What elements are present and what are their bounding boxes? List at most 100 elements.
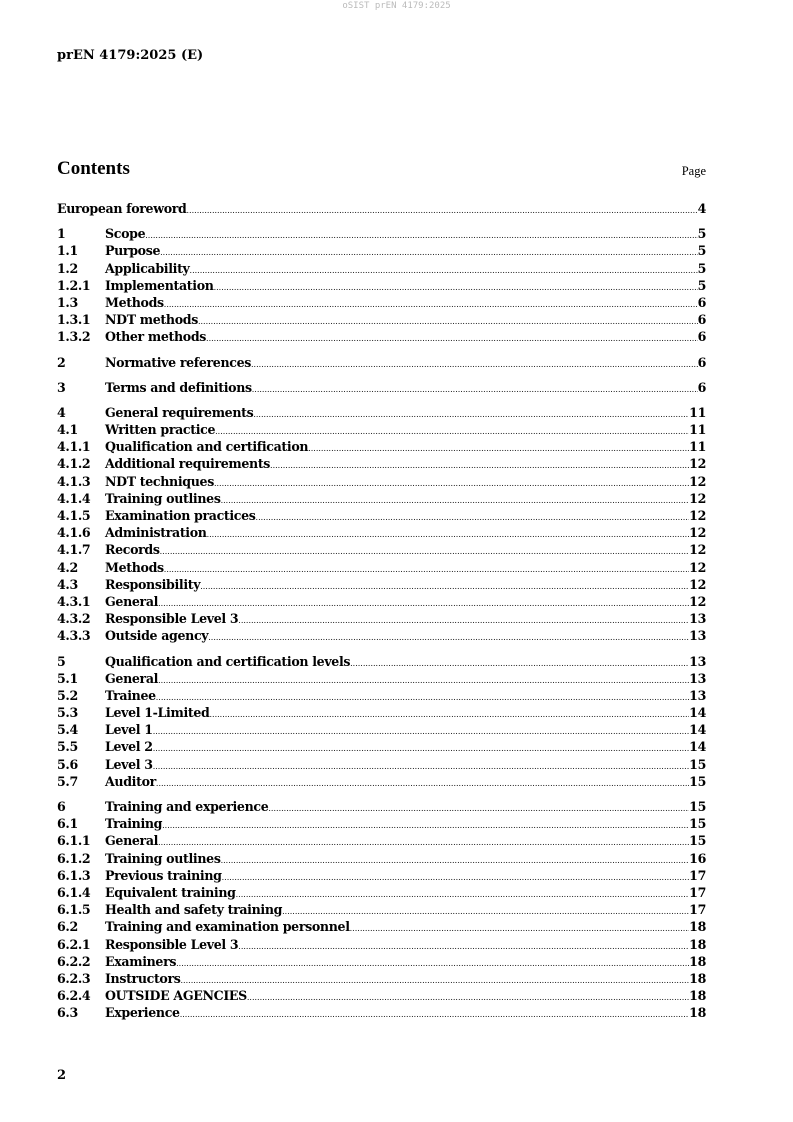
toc-entry-page: 17: [689, 867, 706, 883]
toc-entry-page: 15: [689, 816, 706, 832]
toc-entry[interactable]: 6.2.2 Examiners 18: [57, 954, 706, 971]
toc-entry[interactable]: 6.1.5 Health and safety training 17: [57, 902, 706, 919]
toc-leader-dots: [350, 924, 690, 933]
toc-entry[interactable]: 6.1.2 Training outlines 16: [57, 851, 706, 868]
toc-entry[interactable]: 4.1.7 Records 12: [57, 542, 706, 559]
toc-leader-dots: [158, 676, 689, 685]
toc-entry[interactable]: 3 Terms and definitions 6: [57, 380, 706, 397]
toc-entry[interactable]: 2 Normative references 6: [57, 355, 706, 372]
toc-entry[interactable]: 1.2 Applicability 5: [57, 261, 706, 278]
toc-leader-dots: [238, 616, 689, 625]
toc-entry[interactable]: 4 General requirements 11: [57, 405, 706, 422]
toc-entry[interactable]: 6.3 Experience 18: [57, 1005, 706, 1022]
toc-entry-page: 18: [689, 970, 706, 986]
toc-entry[interactable]: 6.2 Training and examination personnel 18: [57, 919, 706, 936]
toc-entry-title: NDT methods: [105, 312, 198, 328]
toc-entry[interactable]: 5.2 Trainee 13: [57, 688, 706, 705]
toc-entry[interactable]: 6.1 Training 15: [57, 816, 706, 833]
toc-entry-page: 18: [689, 1005, 706, 1021]
toc-entry[interactable]: 4.3.2 Responsible Level 3 13: [57, 611, 706, 628]
toc-leader-dots: [180, 1010, 689, 1019]
toc-entry[interactable]: 4.3.1 General 12: [57, 594, 706, 611]
toc-entry-page: 18: [689, 936, 706, 952]
toc-entry-number: 6.1.2: [57, 850, 91, 866]
toc-entry[interactable]: 1.3 Methods 6: [57, 295, 706, 312]
toc-entry-number: 1.3: [57, 294, 78, 310]
toc-entry[interactable]: 1.2.1 Implementation 5: [57, 278, 706, 295]
toc-entry-title: Scope: [105, 226, 146, 242]
toc-entry-page: 13: [689, 628, 706, 644]
toc-entry[interactable]: 6.2.4 OUTSIDE AGENCIES 18: [57, 988, 706, 1005]
toc-entry[interactable]: 1.3.2 Other methods 6: [57, 329, 706, 346]
toc-entry[interactable]: 4.1.3 NDT techniques 12: [57, 474, 706, 491]
toc-entry-number: 5.3: [57, 705, 78, 721]
toc-entry[interactable]: 5.5 Level 2 14: [57, 739, 706, 756]
toc-leader-dots: [164, 300, 698, 309]
toc-entry[interactable]: 4.1.5 Examination practices 12: [57, 508, 706, 525]
toc-entry-title: Auditor: [105, 773, 156, 789]
toc-entry[interactable]: 5.4 Level 1 14: [57, 722, 706, 739]
toc-entry-page: 11: [689, 422, 706, 438]
toc-entry-page: 16: [689, 850, 706, 866]
toc-entry[interactable]: 6 Training and experience 15: [57, 799, 706, 816]
toc-entry-title: Examiners: [105, 953, 177, 969]
toc-entry[interactable]: 6.2.1 Responsible Level 3 18: [57, 937, 706, 954]
toc-entry[interactable]: 4.1.6 Administration 12: [57, 525, 706, 542]
toc-entry-title: Responsibility: [105, 576, 201, 592]
toc-entry-number: 1: [57, 226, 66, 242]
toc-entry-number: 1.3.2: [57, 329, 91, 345]
toc-entry-title: Level 2: [105, 739, 153, 755]
toc-entry[interactable]: 6.1.1 General 15: [57, 833, 706, 850]
toc-entry-page: 14: [689, 722, 706, 738]
toc-entry[interactable]: 4.2 Methods 12: [57, 560, 706, 577]
toc-entry[interactable]: 4.1.2 Additional requirements 12: [57, 456, 706, 473]
page-column-label: Page: [681, 164, 706, 178]
toc-leader-dots: [256, 513, 690, 522]
toc-entry-page: 12: [689, 473, 706, 489]
toc-entry-title: Previous training: [105, 867, 222, 883]
toc-entry[interactable]: 5.1 General 13: [57, 671, 706, 688]
toc-entry[interactable]: 1.3.1 NDT methods 6: [57, 312, 706, 329]
toc-entry[interactable]: 5.3 Level 1-Limited 14: [57, 705, 706, 722]
toc-entry-page: 6: [697, 294, 706, 310]
toc-leader-dots: [236, 890, 690, 899]
toc-entry-number: 4.1.1: [57, 439, 91, 455]
toc-entry-page: 13: [689, 611, 706, 627]
toc-entry-title: Responsible Level 3: [105, 936, 239, 952]
toc-entry[interactable]: 6.1.4 Equivalent training 17: [57, 885, 706, 902]
toc-entry[interactable]: 1.1 Purpose 5: [57, 243, 706, 260]
toc-entry[interactable]: 4.3.3 Outside agency 13: [57, 628, 706, 645]
toc-entry-page: 12: [689, 593, 706, 609]
toc-leader-dots: [158, 838, 689, 847]
toc-entry-number: 4.1.7: [57, 542, 91, 558]
toc-entry-title: Trainee: [105, 687, 156, 703]
toc-entry-page: 5: [697, 243, 706, 259]
toc-leader-dots: [160, 547, 690, 556]
toc-entry[interactable]: 5.7 Auditor 15: [57, 774, 706, 791]
toc-leader-dots: [350, 659, 689, 668]
toc-entry-title: Health and safety training: [105, 902, 283, 918]
toc-entry-number: 5.1: [57, 670, 78, 686]
toc-entry[interactable]: 5.6 Level 3 15: [57, 757, 706, 774]
toc-entry-number: 4.1.5: [57, 508, 91, 523]
toc-leader-dots: [158, 599, 689, 608]
toc-entry[interactable]: European foreword 4: [57, 201, 706, 218]
toc-entry[interactable]: 4.1.4 Training outlines 12: [57, 491, 706, 508]
toc-entry-number: 5.5: [57, 739, 78, 755]
toc-entry[interactable]: 6.1.3 Previous training 17: [57, 868, 706, 885]
toc-leader-dots: [270, 461, 689, 470]
toc-entry[interactable]: 6.2.3 Instructors 18: [57, 971, 706, 988]
toc-entry[interactable]: 5 Qualification and certification levels 1…: [57, 654, 706, 671]
toc-entry-page: 12: [689, 559, 706, 575]
toc-entry-page: 13: [689, 687, 706, 703]
toc-entry-title: Level 1-Limited: [105, 705, 210, 721]
toc-entry[interactable]: 1 Scope 5: [57, 226, 706, 243]
toc-entry[interactable]: 4.1 Written practice 11: [57, 422, 706, 439]
toc-entry-number: 5.6: [57, 756, 78, 772]
toc-entry[interactable]: 4.3 Responsibility 12: [57, 577, 706, 594]
toc-entry-title: Training outlines: [105, 850, 221, 866]
toc-entry-page: 6: [697, 379, 706, 395]
toc-entry-number: 4.3.2: [57, 611, 91, 627]
toc-leader-dots: [145, 231, 697, 240]
toc-entry[interactable]: 4.1.1 Qualification and certification 11: [57, 439, 706, 456]
